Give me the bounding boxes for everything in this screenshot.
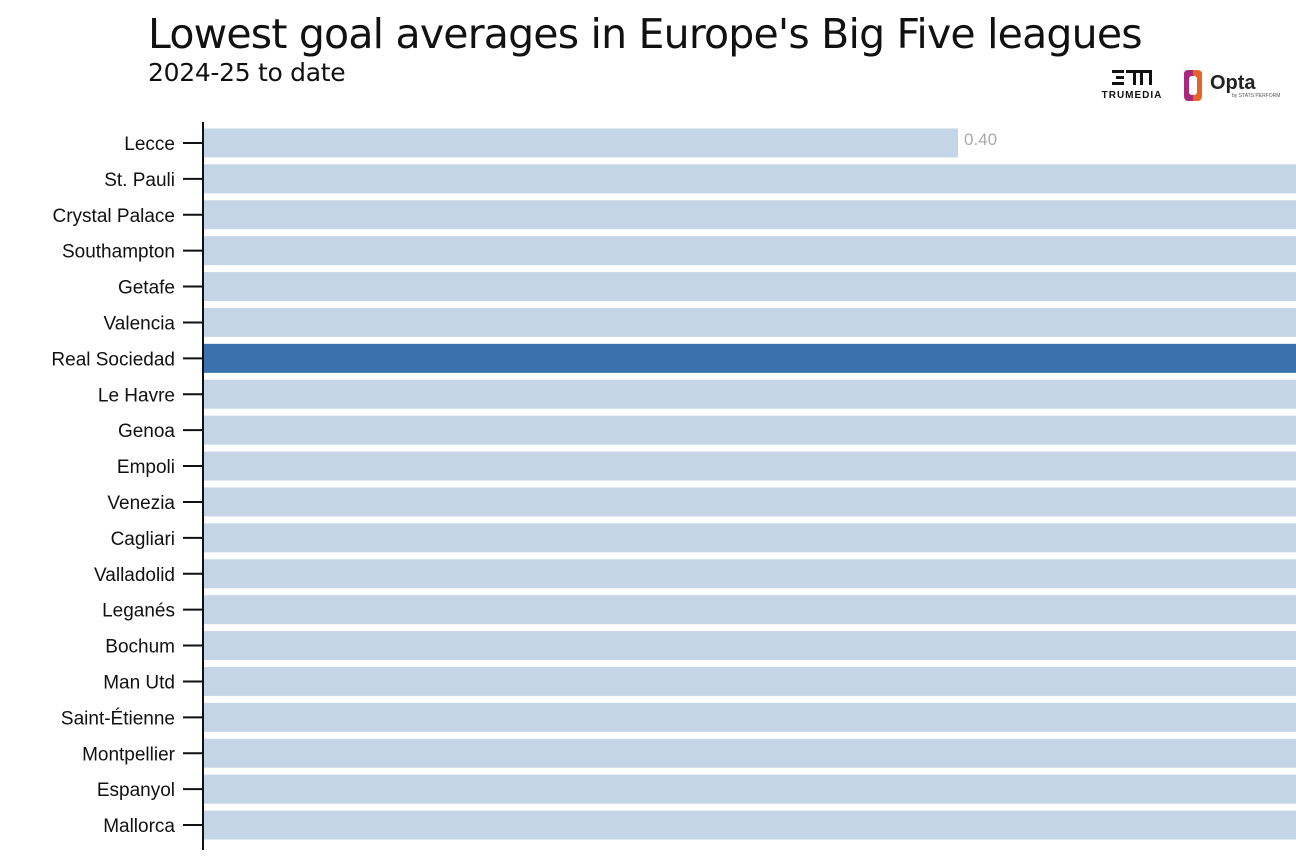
y-tick-label: Southampton [62, 242, 175, 263]
chart-subtitle: 2024-25 to date [148, 58, 346, 87]
y-tick-label: Getafe [118, 278, 175, 299]
y-tick-label: Real Sociedad [51, 349, 175, 370]
trumedia-logo-text: TRUMEDIA [1101, 90, 1163, 101]
bar [204, 595, 1296, 625]
y-tick-label: St. Pauli [104, 170, 175, 191]
opta-logo-subtext: by STATS PERFORM [1232, 93, 1281, 99]
bar [204, 810, 1296, 840]
bar [204, 774, 1296, 804]
y-tick-label: Bochum [105, 637, 175, 658]
y-tick-label: Genoa [118, 421, 175, 442]
y-tick-label: Saint-Étienne [61, 708, 175, 729]
bar [204, 272, 1296, 302]
y-tick-label: Man Utd [103, 672, 175, 693]
bar [204, 702, 1296, 732]
bar [204, 666, 1296, 696]
y-tick-label: Empoli [117, 457, 175, 478]
data-label: 0.40 [964, 130, 997, 149]
bar [204, 128, 958, 158]
y-tick-label: Cagliari [111, 529, 175, 550]
y-tick-label: Lecce [124, 134, 175, 155]
y-tick-label: Crystal Palace [53, 206, 176, 227]
y-tick-label: Leganés [102, 601, 175, 622]
y-tick-label: Montpellier [82, 744, 176, 765]
bar [204, 738, 1296, 768]
bar [204, 559, 1296, 589]
trumedia-logo-icon [1112, 70, 1152, 85]
bar [204, 487, 1296, 517]
bar [204, 164, 1296, 194]
bar [204, 236, 1296, 266]
trumedia-logo: TRUMEDIA [1096, 66, 1168, 106]
y-tick-label: Espanyol [97, 780, 175, 801]
bar [204, 451, 1296, 481]
bar [204, 379, 1296, 409]
y-tick-label: Valladolid [94, 565, 175, 586]
bar [204, 200, 1296, 230]
bar [204, 631, 1296, 661]
bar [204, 415, 1296, 445]
opta-logo-icon [1184, 70, 1202, 101]
bar-highlight [204, 343, 1296, 373]
bar [204, 307, 1296, 337]
y-tick-label: Venezia [107, 493, 175, 514]
logos: TRUMEDIA Opta by STATS PERFORM [1096, 66, 1280, 106]
opta-logo: Opta by STATS PERFORM [1178, 66, 1280, 106]
opta-logo-text: Opta [1210, 72, 1256, 94]
bar [204, 523, 1296, 553]
y-tick-label: Le Havre [98, 385, 175, 406]
chart-title: Lowest goal averages in Europe's Big Fiv… [148, 10, 1143, 58]
y-tick-label: Valencia [104, 313, 176, 334]
y-tick-label: Mallorca [103, 816, 175, 837]
